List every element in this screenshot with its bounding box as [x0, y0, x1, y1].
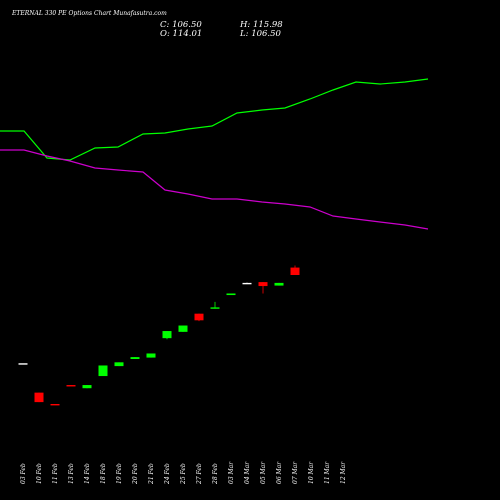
- ohlc-open: O: 114.01: [160, 29, 203, 39]
- candle: [210, 301, 220, 309]
- x-tick-label: 13 Feb: [68, 463, 75, 484]
- ohlc-close: C: 106.50: [160, 20, 202, 30]
- candle-body: [66, 385, 76, 387]
- x-tick-label: 24 Feb: [164, 463, 171, 485]
- x-tick-label: 11 Feb: [52, 463, 59, 484]
- x-tick-label: 18 Feb: [100, 463, 107, 484]
- candle: [82, 385, 92, 389]
- candle-body: [226, 293, 236, 296]
- candle: [18, 363, 28, 365]
- x-tick-label: 10 Mar: [308, 461, 315, 484]
- x-tick-label: 03 Feb: [20, 463, 27, 484]
- x-tick-label: 03 Mar: [228, 461, 235, 484]
- candles: [18, 265, 300, 406]
- candle: [114, 362, 124, 367]
- candle: [34, 392, 44, 403]
- chart-title: ETERNAL 330 PE Options Chart Munafasutra…: [12, 10, 167, 17]
- indicator-line-1: [0, 78, 429, 161]
- candle: [146, 353, 156, 358]
- x-tick-label: 14 Feb: [84, 463, 91, 484]
- indicator-lines: [0, 78, 429, 230]
- candle-body: [242, 282, 252, 285]
- candle-body: [194, 313, 204, 321]
- candle: [66, 385, 76, 387]
- x-axis-ticks: 03 Feb 10 Feb 11 Feb 13 Feb 14 Feb 18 Feb 19 F…: [20, 461, 347, 485]
- x-tick-label: 12 Mar: [340, 461, 347, 484]
- candle-body: [146, 353, 156, 358]
- ohlc-high: H: 115.98: [240, 20, 283, 30]
- candle-body: [210, 307, 220, 309]
- x-tick-label: 27 Feb: [196, 463, 203, 485]
- candle-body: [258, 282, 268, 287]
- x-tick-label: 04 Mar: [244, 461, 251, 484]
- candle: [194, 313, 204, 322]
- candle-body: [50, 404, 60, 406]
- x-tick-label: 20 Feb: [132, 463, 139, 485]
- indicator-line-2: [0, 149, 429, 230]
- candle: [178, 325, 188, 332]
- x-tick-label: 19 Feb: [116, 463, 123, 484]
- candle: [50, 404, 60, 406]
- candle-body: [274, 282, 284, 286]
- candle: [226, 293, 236, 296]
- candle: [98, 365, 108, 377]
- x-tick-label: 05 Mar: [260, 461, 267, 484]
- candle-body: [178, 325, 188, 332]
- candle-body: [114, 362, 124, 367]
- candle: [162, 331, 172, 340]
- candle: [130, 357, 140, 359]
- candle-body: [82, 385, 92, 389]
- candle-body: [290, 267, 300, 275]
- candle: [290, 265, 300, 275]
- candle-body: [18, 363, 28, 365]
- x-tick-label: 07 Mar: [292, 461, 299, 484]
- candle: [274, 282, 284, 286]
- candle: [258, 282, 268, 294]
- x-tick-label: 25 Feb: [180, 463, 187, 485]
- candle-body: [130, 357, 140, 359]
- candle-body: [98, 365, 108, 377]
- x-tick-label: 11 Mar: [324, 461, 331, 484]
- x-tick-label: 10 Feb: [36, 463, 43, 484]
- candle-body: [162, 331, 172, 339]
- candle: [242, 282, 252, 285]
- x-tick-label: 06 Mar: [276, 461, 283, 484]
- x-tick-label: 28 Feb: [212, 463, 219, 485]
- ohlc-low: L: 106.50: [240, 29, 281, 39]
- candle-body: [34, 392, 44, 403]
- x-tick-label: 21 Feb: [148, 463, 155, 485]
